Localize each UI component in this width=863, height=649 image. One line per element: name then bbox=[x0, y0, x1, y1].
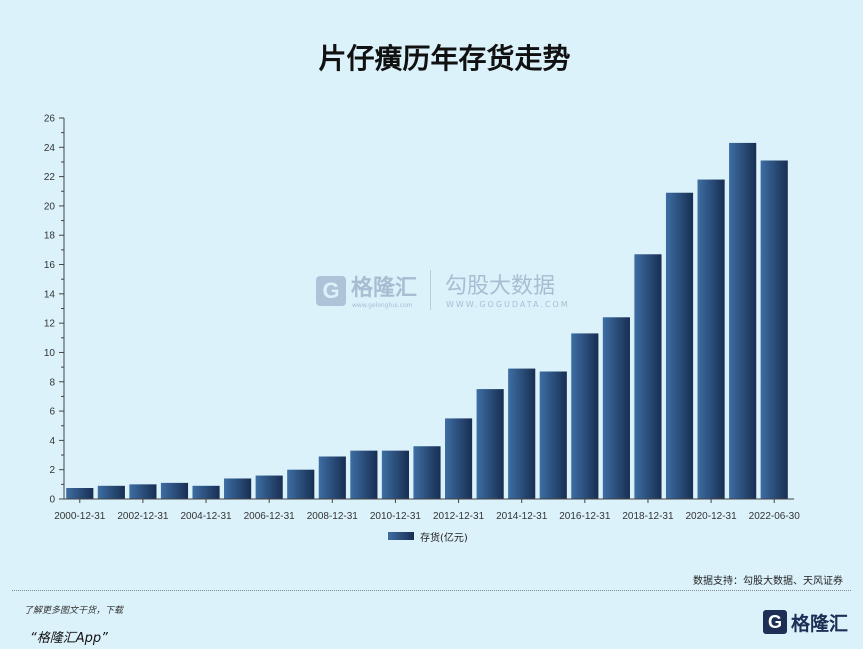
y-tick-label: 8 bbox=[49, 377, 55, 388]
y-tick-label: 22 bbox=[44, 172, 56, 183]
watermark-data-url: WWW.GOGUDATA.COM bbox=[446, 300, 570, 309]
x-tick-label: 2006-12-31 bbox=[244, 511, 296, 522]
bar bbox=[255, 475, 283, 499]
bar bbox=[697, 179, 725, 500]
y-tick-label: 18 bbox=[44, 231, 56, 242]
bar bbox=[634, 254, 662, 499]
brand-name: 格隆汇 bbox=[791, 612, 849, 635]
bar bbox=[571, 333, 599, 499]
x-tick-label: 2002-12-31 bbox=[117, 511, 169, 522]
y-tick-label: 14 bbox=[44, 289, 56, 300]
y-tick-label: 2 bbox=[49, 465, 55, 476]
x-tick-label: 2016-12-31 bbox=[559, 511, 611, 522]
bar bbox=[192, 485, 220, 499]
dotted-divider bbox=[12, 590, 851, 591]
bar bbox=[287, 469, 315, 499]
bar bbox=[602, 317, 630, 499]
bar bbox=[129, 484, 157, 499]
watermark-brand: 格隆汇 bbox=[351, 276, 418, 301]
x-tick-label: 2000-12-31 bbox=[54, 511, 106, 522]
bar-group bbox=[66, 142, 788, 500]
x-tick-label: 2020-12-31 bbox=[686, 511, 738, 522]
bar bbox=[350, 450, 378, 499]
y-tick-label: 20 bbox=[44, 201, 56, 212]
x-tick-label: 2012-12-31 bbox=[433, 511, 485, 522]
legend-label: 存货(亿元) bbox=[420, 532, 468, 544]
bar bbox=[97, 485, 125, 499]
x-tick-label: 2008-12-31 bbox=[307, 511, 359, 522]
x-tick-label: 2014-12-31 bbox=[496, 511, 548, 522]
watermark-url: www.gelonghui.com bbox=[352, 302, 413, 309]
legend: 存货(亿元) bbox=[388, 529, 468, 544]
watermark-data-brand: 勾股大数据 bbox=[445, 274, 556, 299]
legend-swatch bbox=[388, 532, 414, 540]
y-tick-label: 10 bbox=[44, 348, 56, 359]
x-tick-label: 2018-12-31 bbox=[622, 511, 674, 522]
brand-logo: G 格隆汇 bbox=[763, 609, 848, 635]
footer-app-name: “格隆汇App” bbox=[30, 631, 108, 646]
bar bbox=[444, 418, 473, 499]
y-tick-label: 6 bbox=[49, 407, 55, 418]
bar bbox=[508, 368, 536, 499]
bar bbox=[381, 450, 410, 499]
bar bbox=[413, 446, 441, 499]
watermark-separator bbox=[430, 270, 431, 310]
y-tick-label: 16 bbox=[44, 260, 56, 271]
bar bbox=[665, 192, 694, 500]
footer-promo-text: 了解更多图文干货，下载 bbox=[24, 606, 124, 616]
x-tick-label: 2022-06-30 bbox=[749, 511, 801, 522]
y-tick-label: 26 bbox=[44, 114, 56, 125]
y-tick-label: 12 bbox=[44, 319, 56, 330]
bar bbox=[539, 371, 567, 499]
y-tick-label: 0 bbox=[49, 495, 55, 506]
y-tick-label: 24 bbox=[44, 143, 56, 154]
bar bbox=[318, 456, 346, 499]
bar bbox=[224, 478, 252, 499]
g-logo-icon: G bbox=[763, 610, 787, 634]
y-tick-label: 4 bbox=[49, 436, 55, 447]
bar bbox=[760, 160, 788, 499]
x-tick-label: 2010-12-31 bbox=[370, 511, 422, 522]
watermark-logo-icon: G bbox=[316, 276, 346, 306]
data-source: 数据支持：勾股大数据、天风证券 bbox=[693, 576, 843, 587]
bar bbox=[476, 389, 504, 499]
bar bbox=[729, 142, 757, 499]
bar bbox=[66, 488, 94, 499]
x-tick-label: 2004-12-31 bbox=[180, 511, 232, 522]
chart-title: 片仔癀历年存货走势 bbox=[318, 42, 571, 75]
bar bbox=[160, 482, 189, 499]
